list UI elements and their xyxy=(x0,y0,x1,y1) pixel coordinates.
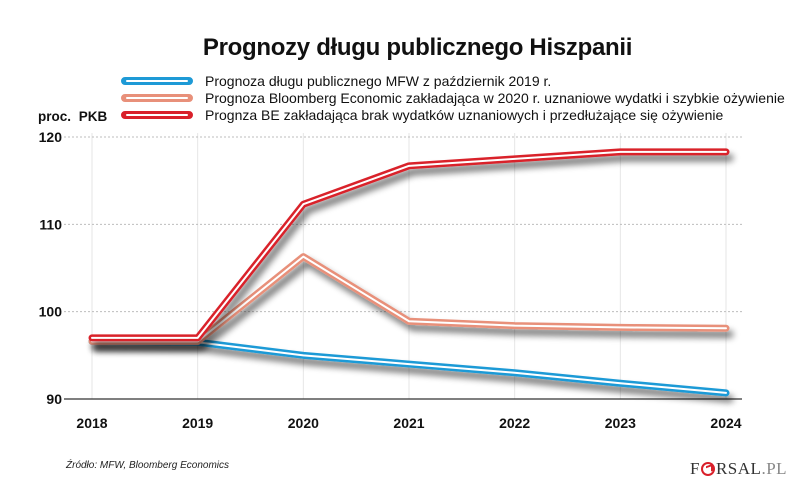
x-tick-label: 2024 xyxy=(710,415,741,431)
forsal-logo: F RSAL .PL xyxy=(690,459,787,479)
legend-item-mfw: Prognoza długu publicznego MFW z paździe… xyxy=(121,72,785,89)
x-tick-label: 2022 xyxy=(499,415,530,431)
legend-item-be-fast: Prognoza Bloomberg Economic zakładająca … xyxy=(121,89,785,106)
logo-suffix: RSAL xyxy=(715,459,762,478)
legend: Prognoza długu publicznego MFW z paździe… xyxy=(121,72,785,123)
logo-chart-icon xyxy=(700,462,715,476)
x-tick-label: 2019 xyxy=(182,415,213,431)
legend-swatch-be-slow xyxy=(121,110,193,119)
legend-item-be-slow: Prognza BE zakładająca brak wydatków uzn… xyxy=(121,106,785,123)
legend-label-mfw: Prognoza długu publicznego MFW z paździe… xyxy=(205,72,552,89)
y-tick-label: 120 xyxy=(39,129,63,145)
logo-prefix: F xyxy=(690,459,700,478)
y-tick-label: 100 xyxy=(39,304,63,320)
y-axis-label: proc. PKB xyxy=(38,109,108,124)
x-tick-label: 2023 xyxy=(605,415,636,431)
x-axis-ticks: 2018 2019 2020 2021 2022 2023 2024 xyxy=(76,415,741,431)
series-2 xyxy=(88,148,730,342)
y-tick-label: 90 xyxy=(46,391,62,407)
legend-label-be-slow: Prognza BE zakładająca brak wydatków uzn… xyxy=(205,106,724,123)
x-tick-label: 2020 xyxy=(288,415,319,431)
legend-swatch-be-fast xyxy=(121,93,193,102)
chart-title: Prognozy długu publicznego Hiszpanii xyxy=(202,34,633,61)
x-tick-label: 2021 xyxy=(393,415,424,431)
series-lines xyxy=(88,148,730,397)
logo-domain: .PL xyxy=(761,459,788,478)
legend-swatch-mfw xyxy=(121,76,193,85)
y-axis-ticks: 90 100 110 120 xyxy=(39,129,63,407)
y-tick-label: 110 xyxy=(39,216,62,232)
source-note: Źródło: MFW, Bloomberg Economics xyxy=(66,460,230,471)
x-tick-label: 2018 xyxy=(76,415,107,431)
legend-label-be-fast: Prognoza Bloomberg Economic zakładająca … xyxy=(205,89,785,106)
grid xyxy=(64,133,742,400)
